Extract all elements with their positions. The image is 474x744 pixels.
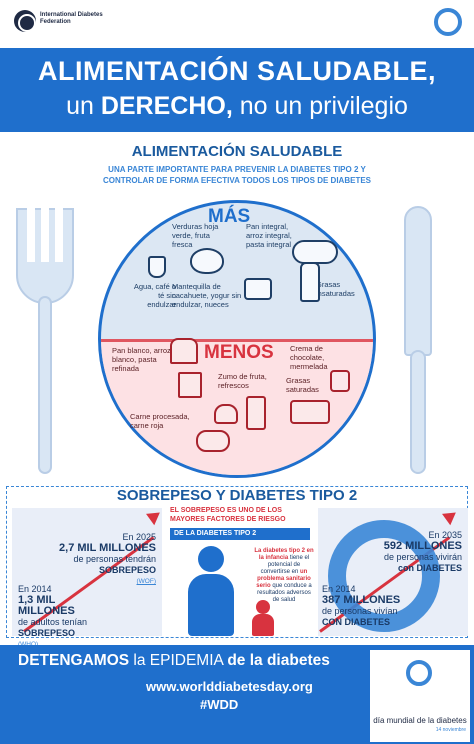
- wdd-name: día mundial de la diabetes: [373, 716, 467, 725]
- food-label-nuts: Mantequilla de cacahuete, yogur sin endu…: [172, 282, 242, 309]
- stat-2035-diabetes: En 2035 592 MILLONES de personas vivirán…: [383, 530, 462, 573]
- fork-handle: [38, 296, 52, 474]
- blue-circle-icon: [434, 8, 462, 36]
- bread-icon: [292, 240, 338, 264]
- title-line-2: un DERECHO, no un privilegio: [66, 92, 408, 120]
- plate-description: UNA PARTE IMPORTANTE PARA PREVENIR LA DI…: [102, 165, 371, 185]
- child-figure-body: [252, 614, 274, 636]
- risk-factor-band: [170, 528, 310, 540]
- white-bread-icon: [170, 338, 198, 364]
- source-wof: (WOF): [136, 578, 157, 585]
- website-link[interactable]: www.worlddiabetesday.org: [146, 679, 313, 694]
- jam-jar-icon: [330, 370, 350, 392]
- knife-handle: [410, 350, 426, 474]
- overweight-heading: SOBREPESO Y DIABETES TIPO 2: [116, 487, 358, 504]
- burger-icon: [214, 404, 238, 424]
- idf-logo: [14, 10, 36, 32]
- knife-icon: [404, 206, 432, 356]
- food-label-drinks: Agua, café o té sin endulzar: [133, 282, 176, 309]
- food-label-saturated-fats: Grasas saturadas: [286, 376, 319, 394]
- child-figure-icon: [256, 600, 270, 614]
- food-label-sweets: Crema de chocolate, mermelada: [290, 344, 328, 371]
- wdd-date: 14 noviembre: [435, 727, 466, 733]
- food-label-sugary-drinks: Zumo de fruta, refrescos: [218, 372, 267, 390]
- food-label-vegetables: Verduras hoja verde, fruta fresca: [172, 222, 219, 249]
- left-stat-panel: [12, 508, 162, 636]
- butter-icon: [290, 400, 330, 424]
- less-label: MENOS: [204, 342, 274, 363]
- footer-title: DETENGAMOS la EPIDEMIA de la diabetes: [18, 652, 330, 669]
- fries-icon: [178, 372, 202, 398]
- stat-2014-overweight: En 2014 1,3 MIL MILLONES de adultos tení…: [18, 584, 108, 650]
- title-band: [0, 48, 474, 132]
- jar-icon: [244, 278, 272, 300]
- risk-factor-band-text: DE LA DIABETES TIPO 2: [174, 530, 257, 537]
- wdd-circle-icon: [406, 660, 432, 686]
- cup-icon: [148, 256, 166, 278]
- stat-2014-diabetes: En 2014 387 MILLONES de personas vivían …: [322, 584, 401, 627]
- adult-figure-body: [188, 574, 234, 636]
- childhood-diabetes-text: La diabetes tipo 2 en la infancia tiene …: [254, 548, 314, 603]
- stat-2025-overweight: En 2025 2,7 MIL MILLONES de personas ten…: [36, 532, 156, 587]
- more-label: MÁS: [208, 206, 251, 227]
- food-label-unsaturated-fats: Grasas insaturadas: [316, 280, 355, 298]
- plate: [98, 200, 376, 478]
- food-label-processed-meat: Carne procesada, carne roja: [130, 412, 190, 430]
- risk-factor-heading: EL SOBREPESO ES UNO DE LOS MAYORES FACTO…: [170, 507, 286, 523]
- oil-bottle-icon: [300, 262, 320, 302]
- food-label-wholegrain: Pan integral, arroz integral, pasta inte…: [246, 222, 292, 249]
- org-name: International Diabetes Federation: [40, 12, 103, 25]
- source-who: (WHO): [18, 639, 108, 650]
- food-label-refined: Pan blanco, arroz blanco, pasta refinada: [112, 346, 171, 373]
- soda-glass-icon: [246, 396, 266, 430]
- adult-figure-icon: [198, 546, 224, 572]
- title-line-1: ALIMENTACIÓN SALUDABLE,: [38, 56, 436, 86]
- meat-icon: [196, 430, 230, 452]
- vegetables-icon: [190, 248, 224, 274]
- hashtag: #WDD: [200, 697, 239, 712]
- plate-heading: ALIMENTACIÓN SALUDABLE: [131, 143, 343, 160]
